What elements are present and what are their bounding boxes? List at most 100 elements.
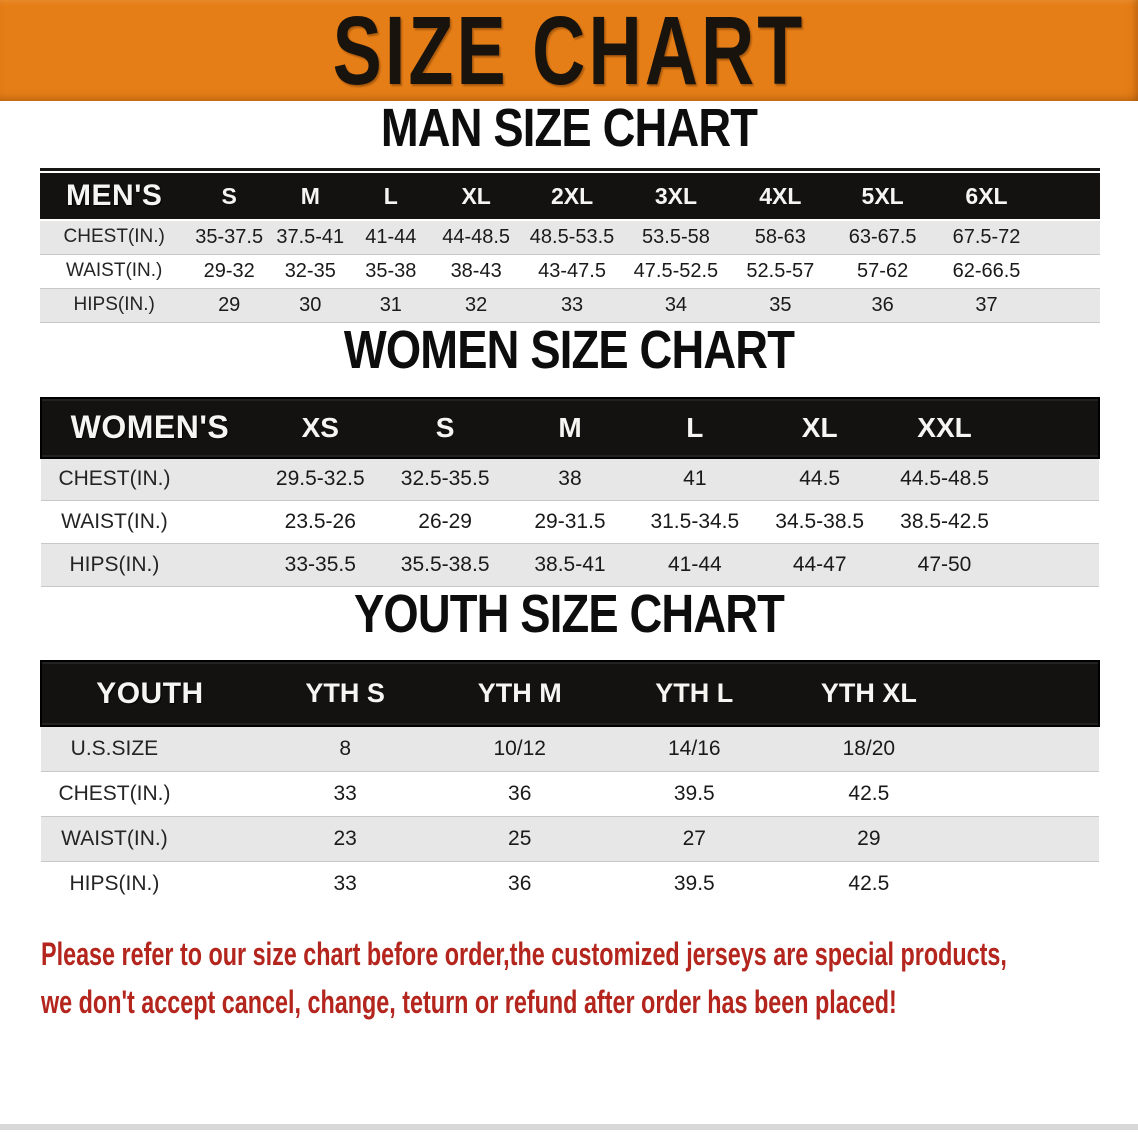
column-header-xl: XL <box>757 396 883 459</box>
womens-row-waist-in: WAIST(IN.) 23.5-26 26-29 29-31.5 31.5-34.5 34… <box>41 500 1099 544</box>
header-spacer <box>1006 396 1101 459</box>
row-label: CHEST(IN.) <box>58 781 171 805</box>
cell: 39.5 <box>673 871 715 895</box>
womens-header-row: WOMEN'S XS S M L XL XXL <box>40 396 1101 459</box>
row-spacer <box>956 861 1099 906</box>
cell: 44-48.5 <box>431 219 522 255</box>
cell: 37 <box>933 287 1040 323</box>
youth-header-row: YOUTH YTH S YTH M YTH L YTH XL <box>40 660 1100 727</box>
cell: 44.5-48.5 <box>882 456 1007 501</box>
cell: 38 <box>507 456 633 501</box>
cell: 33-35.5 <box>257 543 383 587</box>
mens-table-top-border <box>40 168 1100 171</box>
cell: 8 <box>257 725 433 772</box>
cell: 36 <box>831 287 934 323</box>
bottom-divider-strip <box>0 1124 1138 1130</box>
row-spacer <box>1039 287 1100 323</box>
women-chart-heading: WOMEN SIZE CHART <box>343 319 795 380</box>
cell: 25 <box>432 815 607 862</box>
cell: 29 <box>188 287 270 323</box>
column-header-2xl: 2XL <box>550 182 594 209</box>
cell: 10/12 <box>432 725 607 772</box>
women-size-chart-section: WOMEN SIZE CHART WOMEN'S XS S M L XL XXL CHEST(… <box>0 319 1138 587</box>
youth-row-waist-in: WAIST(IN.) 23 25 27 29 <box>41 815 1099 862</box>
cell: 44-47 <box>757 543 883 587</box>
cell: 27 <box>607 815 782 862</box>
column-header-xl: XL <box>461 182 491 209</box>
youth-size-table: YOUTH YTH S YTH M YTH L YTH XL U.S.SIZE 8 10/12… <box>40 660 1100 906</box>
column-header-m: M <box>300 182 320 209</box>
header-spacer <box>1040 173 1101 220</box>
cell: 58-63 <box>728 219 832 255</box>
banner-title: SIZE CHART <box>332 0 806 105</box>
cell: 23.5-26 <box>284 510 356 533</box>
youth-row-hips-in: HIPS(IN.) 33 36 39.5 42.5 <box>41 861 1099 906</box>
mens-group-label: MEN'S <box>66 179 163 212</box>
cell: 62-66.5 <box>952 259 1021 282</box>
mens-size-table: MEN'S S M L XL 2XL 3XL 4XL 5XL 6XL CHEST(IN.) 35-37… <box>40 173 1100 323</box>
cell: 36 <box>508 781 532 805</box>
cell: 48.5-53.5 <box>521 219 623 255</box>
cell: 18/20 <box>781 725 957 772</box>
column-header-xs: XS <box>257 396 383 459</box>
cell: 32-35 <box>284 259 336 282</box>
row-label: HIPS(IN.) <box>41 543 258 587</box>
column-header-yth-s: YTH S <box>257 660 433 727</box>
column-header-yth-xl: YTH XL <box>781 660 957 727</box>
cell: 36 <box>508 871 532 895</box>
column-header-xxl: XXL <box>882 396 1007 459</box>
cell: 43-47.5 <box>538 259 606 282</box>
cell: 57-62 <box>857 259 909 282</box>
youth-chart-heading: YOUTH SIZE CHART <box>353 584 785 644</box>
cell: 53.5-58 <box>622 219 729 255</box>
column-header-s: S <box>382 396 508 459</box>
cell: 30 <box>270 287 351 323</box>
column-header-5xl: 5XL <box>861 182 904 209</box>
cell: 14/16 <box>607 725 782 772</box>
column-header-yth-l: YTH L <box>607 660 782 727</box>
column-header-6xl: 6XL <box>965 182 1008 209</box>
cell: 52.5-57 <box>746 259 815 282</box>
cell: 35.5-38.5 <box>382 543 508 587</box>
cell: 37.5-41 <box>270 219 351 255</box>
cell: 47-50 <box>882 543 1007 587</box>
youth-row-u-s-size: U.S.SIZE 8 10/12 14/16 18/20 <box>41 725 1099 772</box>
cell: 41-44 <box>350 219 432 255</box>
row-label: CHEST(IN.) <box>41 456 258 501</box>
cell: 38.5-41 <box>507 543 633 587</box>
womens-group-label: WOMEN'S <box>40 396 258 459</box>
cell: 44.5 <box>757 456 883 501</box>
column-header-l: L <box>632 396 758 459</box>
cell: 34 <box>622 287 729 323</box>
mens-row-waist-in: WAIST(IN.) 29-32 32-35 35-38 38-43 43-47.5 47.… <box>40 254 1100 288</box>
row-label: WAIST(IN.) <box>65 260 163 281</box>
cell: 31 <box>350 287 432 323</box>
cell: 41-44 <box>632 543 758 587</box>
cell: 38-43 <box>450 259 502 282</box>
cell: 29-31.5 <box>534 510 606 533</box>
cell: 29 <box>781 815 957 862</box>
cell: 29.5-32.5 <box>257 456 383 501</box>
cell: 67.5-72 <box>933 219 1040 255</box>
cell: 23 <box>257 815 433 862</box>
womens-size-table: WOMEN'S XS S M L XL XXL CHEST(IN.) 29.5-32.5 32.5… <box>40 396 1101 587</box>
cell: 33 <box>333 781 357 805</box>
cell: 32.5-35.5 <box>382 456 508 501</box>
youth-row-chest-in: CHEST(IN.) 33 36 39.5 42.5 <box>41 771 1099 816</box>
row-spacer <box>1040 254 1101 288</box>
cell: 26-29 <box>418 510 472 533</box>
row-spacer <box>1007 501 1099 544</box>
row-label: HIPS(IN.) <box>40 287 189 323</box>
cell: 34.5-38.5 <box>775 510 865 533</box>
cell: 31.5-34.5 <box>650 510 740 533</box>
row-spacer <box>956 725 1099 772</box>
column-header-m: M <box>507 396 633 459</box>
row-label: WAIST(IN.) <box>61 510 168 533</box>
cell: 35-38 <box>365 259 417 282</box>
cell: 33 <box>521 287 623 323</box>
womens-row-hips-in: HIPS(IN.) 33-35.5 35.5-38.5 38.5-41 41-44 44-… <box>41 543 1099 587</box>
column-header-l: L <box>383 182 398 209</box>
row-spacer <box>1006 543 1099 587</box>
cell: 35-37.5 <box>188 219 270 255</box>
cell: 35 <box>728 287 832 323</box>
